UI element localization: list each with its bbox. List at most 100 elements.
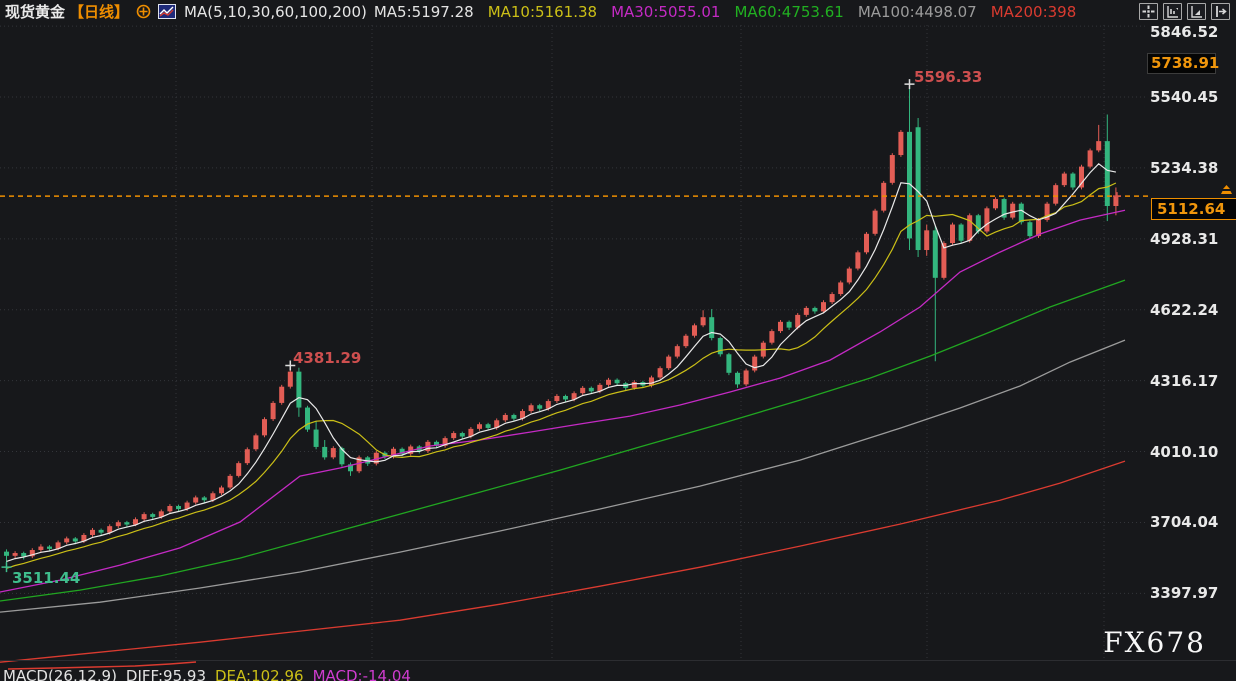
candle bbox=[631, 382, 637, 388]
candle bbox=[674, 346, 680, 357]
candle bbox=[932, 230, 938, 278]
candle bbox=[554, 395, 560, 402]
candle bbox=[356, 457, 362, 472]
candle bbox=[803, 307, 809, 315]
candle bbox=[279, 386, 285, 403]
candle bbox=[115, 522, 121, 527]
candle bbox=[1053, 185, 1059, 204]
candle bbox=[1036, 219, 1041, 237]
candle bbox=[38, 546, 44, 551]
candle bbox=[262, 419, 267, 436]
candle bbox=[967, 215, 973, 241]
candle bbox=[666, 356, 672, 369]
macd-legend-item: MACD:-14.04 bbox=[312, 667, 411, 681]
candle bbox=[1001, 199, 1007, 218]
fx678-watermark: FX678 bbox=[1103, 626, 1206, 659]
candle bbox=[210, 493, 216, 501]
candle bbox=[305, 407, 310, 430]
axis-scale-right-icon bbox=[1191, 6, 1202, 18]
candle bbox=[124, 522, 130, 525]
crosshair-add-icon[interactable] bbox=[136, 4, 151, 19]
candle bbox=[795, 314, 801, 328]
candle bbox=[889, 155, 895, 183]
candle bbox=[158, 511, 164, 517]
extreme-cross-marker bbox=[285, 360, 296, 371]
candle bbox=[98, 529, 104, 533]
pan-move-button[interactable] bbox=[1139, 3, 1158, 20]
annotation-high-price: 5596.33 bbox=[914, 68, 983, 86]
candle bbox=[743, 370, 749, 385]
y-axis-tick: 5234.38 bbox=[1150, 158, 1219, 177]
candle bbox=[838, 282, 844, 295]
candle bbox=[133, 519, 138, 525]
candle bbox=[709, 317, 715, 339]
candle bbox=[193, 497, 199, 503]
candle bbox=[313, 429, 319, 447]
collapse-right-button[interactable] bbox=[1211, 3, 1230, 20]
candle bbox=[855, 252, 861, 269]
candle bbox=[287, 371, 293, 387]
candle bbox=[1018, 203, 1024, 223]
candle bbox=[391, 448, 396, 457]
price-alert-icon[interactable] bbox=[1220, 185, 1233, 197]
candle bbox=[924, 230, 930, 251]
axis-scale-right-button[interactable] bbox=[1187, 3, 1206, 20]
candle bbox=[571, 393, 577, 400]
candle bbox=[993, 199, 998, 209]
candle bbox=[4, 551, 9, 556]
candle bbox=[176, 506, 181, 510]
candle bbox=[984, 208, 990, 232]
candle bbox=[898, 131, 904, 156]
candle bbox=[399, 448, 405, 454]
candle bbox=[975, 215, 981, 232]
candle bbox=[1070, 173, 1076, 188]
mini-chart-icon[interactable] bbox=[158, 4, 177, 19]
annotation-swing-high: 4381.29 bbox=[293, 349, 362, 367]
candle bbox=[1044, 203, 1050, 220]
current-price-label: 5112.64 bbox=[1151, 198, 1236, 221]
candle bbox=[434, 441, 439, 446]
axis-scale-left-button[interactable] bbox=[1163, 3, 1182, 20]
candle bbox=[167, 506, 173, 512]
y-axis-tick: 4622.24 bbox=[1150, 300, 1219, 319]
candle bbox=[778, 321, 783, 332]
macd-legend-item: DIFF:95.93 bbox=[125, 667, 206, 681]
y-axis-tick: 3704.04 bbox=[1150, 513, 1219, 532]
candle bbox=[1010, 203, 1016, 218]
candle bbox=[692, 325, 697, 336]
candle bbox=[55, 542, 61, 549]
candle bbox=[700, 317, 706, 326]
candle bbox=[107, 526, 113, 533]
candle bbox=[72, 538, 78, 542]
candle bbox=[253, 435, 259, 450]
candle bbox=[47, 546, 52, 549]
candle bbox=[1087, 150, 1093, 167]
candle bbox=[915, 127, 921, 251]
candle bbox=[941, 243, 947, 278]
y-axis-tick: 5540.45 bbox=[1150, 88, 1219, 106]
candle bbox=[528, 405, 534, 412]
ma-line-ma60 bbox=[0, 279, 1126, 602]
candle bbox=[322, 446, 328, 458]
candle bbox=[726, 354, 732, 373]
candle bbox=[339, 448, 345, 465]
candle bbox=[520, 411, 525, 419]
candle bbox=[1027, 222, 1033, 237]
ma-legend-item: MA100:4498.07 bbox=[857, 2, 977, 21]
candle bbox=[864, 233, 869, 253]
candle bbox=[150, 514, 156, 517]
extreme-cross-marker bbox=[1, 562, 12, 573]
candle bbox=[588, 387, 594, 392]
candle bbox=[657, 368, 663, 378]
candle bbox=[494, 420, 500, 428]
candle bbox=[141, 514, 147, 520]
candle bbox=[872, 210, 878, 234]
candle bbox=[786, 321, 792, 328]
chart-toolbar bbox=[1139, 3, 1230, 20]
candle bbox=[219, 487, 224, 494]
candle bbox=[296, 371, 302, 408]
candle bbox=[580, 387, 586, 394]
candle bbox=[21, 553, 27, 557]
